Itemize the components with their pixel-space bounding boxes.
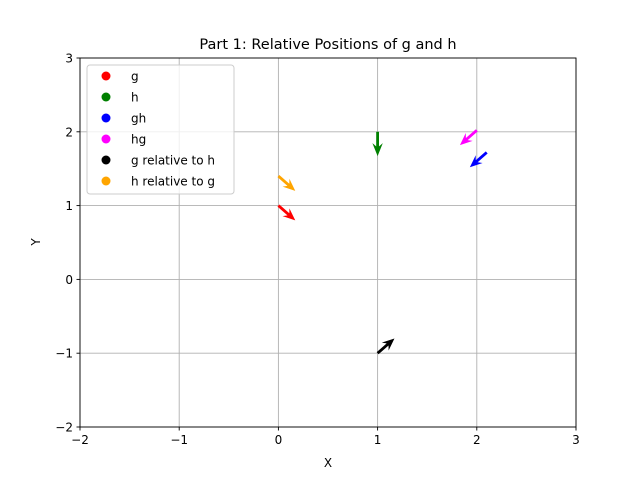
legend-marker bbox=[101, 113, 111, 123]
y-tick-label: 2 bbox=[65, 125, 73, 139]
ticks: −2 −1 0 1 2 3 −2 −1 0 1 2 3 bbox=[55, 52, 580, 448]
arrow-hg bbox=[459, 129, 478, 146]
x-tick-label: −2 bbox=[71, 433, 89, 447]
x-tick-label: 3 bbox=[572, 433, 580, 447]
arrow-g bbox=[277, 204, 296, 221]
y-axis-title: Y bbox=[29, 238, 43, 247]
legend-label: hg bbox=[131, 133, 146, 147]
legend-label: h relative to g bbox=[131, 175, 215, 189]
arrow-h-relative-to-g bbox=[277, 175, 296, 191]
x-tick-label: −1 bbox=[170, 433, 188, 447]
legend-label: h bbox=[131, 91, 139, 105]
x-axis-title: X bbox=[324, 456, 332, 470]
x-tick-label: 1 bbox=[374, 433, 382, 447]
legend: gh gh hg g relative to h h relative to g bbox=[86, 64, 235, 195]
arrow-g-relative-to-h bbox=[376, 338, 395, 355]
x-tick-label: 0 bbox=[275, 433, 283, 447]
legend-marker bbox=[101, 92, 111, 102]
legend-marker bbox=[101, 155, 111, 165]
y-tick-label: 0 bbox=[65, 273, 73, 287]
legend-label: gh bbox=[131, 112, 146, 126]
arrow-gh bbox=[469, 151, 488, 168]
y-tick-label: 1 bbox=[65, 199, 73, 213]
legend-marker bbox=[101, 176, 111, 186]
x-tick-label: 2 bbox=[473, 433, 481, 447]
arrows bbox=[277, 129, 488, 355]
plot-frame bbox=[79, 57, 577, 428]
y-tick-label: 3 bbox=[65, 52, 73, 66]
y-tick-label: −2 bbox=[55, 421, 73, 435]
legend-label: g relative to h bbox=[131, 154, 215, 168]
legend-label: g bbox=[131, 70, 139, 84]
legend-marker bbox=[101, 71, 111, 81]
chart-title: Part 1: Relative Positions of g and h bbox=[199, 37, 456, 53]
arrow-h bbox=[372, 131, 383, 157]
legend-marker bbox=[101, 134, 111, 144]
legend-box bbox=[86, 64, 235, 195]
y-tick-label: −1 bbox=[55, 347, 73, 361]
